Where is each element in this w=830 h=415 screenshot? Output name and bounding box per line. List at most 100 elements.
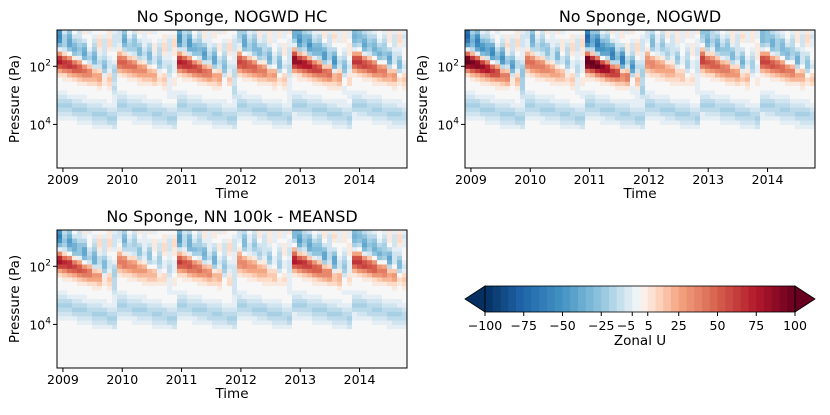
heatmap-cell xyxy=(277,142,283,147)
heatmap-cell xyxy=(147,116,153,121)
heatmap-cell xyxy=(187,133,193,139)
heatmap-cell xyxy=(72,230,78,235)
heatmap-cell xyxy=(122,86,128,91)
heatmap-cell xyxy=(685,42,691,48)
heatmap-cell xyxy=(620,73,626,78)
heatmap-cell xyxy=(530,90,536,96)
heatmap-cell xyxy=(307,155,313,160)
heatmap-cell xyxy=(600,60,606,65)
heatmap-cell xyxy=(82,230,88,235)
heatmap-cell xyxy=(357,60,363,65)
heatmap-cell xyxy=(232,150,238,156)
heatmap-cell xyxy=(555,34,561,40)
heatmap-cell xyxy=(720,150,726,156)
heatmap-cell xyxy=(232,111,238,117)
heatmap-cell xyxy=(680,47,686,52)
heatmap-cell xyxy=(147,146,153,152)
heatmap-cell xyxy=(337,42,343,48)
heatmap-cell xyxy=(600,81,606,87)
heatmap-cell xyxy=(377,81,383,87)
heatmap-cell xyxy=(790,111,796,117)
heatmap-cell xyxy=(690,150,696,156)
heatmap-cell xyxy=(705,34,711,40)
heatmap-cell xyxy=(212,146,218,152)
heatmap-cell xyxy=(377,38,383,44)
heatmap-cell xyxy=(382,81,388,87)
heatmap-cell xyxy=(640,90,646,96)
heatmap-cell xyxy=(287,120,293,126)
heatmap-cell xyxy=(700,34,706,40)
heatmap-cell xyxy=(372,68,378,74)
heatmap-cell xyxy=(600,103,606,109)
heatmap-cell xyxy=(630,42,636,48)
heatmap-cell xyxy=(67,146,73,152)
heatmap-cell xyxy=(715,51,721,57)
heatmap-cell xyxy=(112,68,118,74)
heatmap-cell xyxy=(367,68,373,74)
heatmap-cell xyxy=(272,51,278,57)
heatmap-cell xyxy=(535,116,541,121)
heatmap-cell xyxy=(690,55,696,61)
heatmap-cell xyxy=(685,73,691,78)
heatmap-cell xyxy=(755,90,761,96)
heatmap-cell xyxy=(207,64,213,70)
heatmap-cell xyxy=(82,86,88,91)
heatmap-cell xyxy=(77,137,83,143)
heatmap-cell xyxy=(222,77,228,83)
heatmap-cell xyxy=(485,142,491,147)
heatmap-cell xyxy=(645,159,651,165)
heatmap-cell xyxy=(480,42,486,48)
heatmap-cell xyxy=(735,163,741,169)
heatmap-cell xyxy=(122,281,128,287)
heatmap-cell xyxy=(735,155,741,160)
heatmap-cell xyxy=(505,34,511,40)
heatmap-cell xyxy=(212,124,218,130)
heatmap-cell xyxy=(57,64,63,70)
heatmap-cell xyxy=(402,60,408,65)
heatmap-cell xyxy=(585,111,591,117)
heatmap-cell xyxy=(540,146,546,152)
heatmap-cell xyxy=(347,142,353,147)
heatmap-cell xyxy=(480,73,486,78)
heatmap-cell xyxy=(750,159,756,165)
heatmap-cell xyxy=(137,99,143,104)
heatmap-cell xyxy=(725,34,731,40)
heatmap-cell xyxy=(237,99,243,104)
heatmap-cell xyxy=(755,159,761,165)
heatmap-cell xyxy=(172,30,178,35)
heatmap-cell xyxy=(560,107,566,113)
heatmap-cell xyxy=(252,120,258,126)
heatmap-cell xyxy=(695,64,701,70)
heatmap-cell xyxy=(112,159,118,165)
heatmap-cell xyxy=(800,34,806,40)
plot-frame xyxy=(56,29,408,169)
heatmap-cell xyxy=(480,90,486,96)
heatmap-cell xyxy=(127,133,133,139)
heatmap-cell xyxy=(92,60,98,65)
heatmap-cell xyxy=(665,124,671,130)
heatmap-cell xyxy=(222,129,228,134)
heatmap-cell xyxy=(92,51,98,57)
heatmap-cell xyxy=(317,68,323,74)
heatmap-cell xyxy=(357,42,363,48)
heatmap-cell xyxy=(605,94,611,100)
heatmap-cell xyxy=(92,255,98,261)
heatmap-cell xyxy=(352,51,358,57)
heatmap-cell xyxy=(82,238,88,244)
heatmap-cell xyxy=(127,103,133,109)
heatmap-cell xyxy=(77,146,83,152)
heatmap-cell xyxy=(545,42,551,48)
heatmap-cell xyxy=(590,64,596,70)
heatmap-cell xyxy=(147,55,153,61)
heatmap-cell xyxy=(367,150,373,156)
heatmap-cell xyxy=(755,60,761,65)
heatmap-cell xyxy=(207,129,213,134)
heatmap-cell xyxy=(545,107,551,113)
heatmap-cell xyxy=(82,355,88,360)
heatmap-cell xyxy=(685,120,691,126)
heatmap-cell xyxy=(470,94,476,100)
heatmap-cell xyxy=(745,129,751,134)
heatmap-cell xyxy=(357,107,363,113)
heatmap-cell xyxy=(700,155,706,160)
heatmap-cell xyxy=(465,103,471,109)
